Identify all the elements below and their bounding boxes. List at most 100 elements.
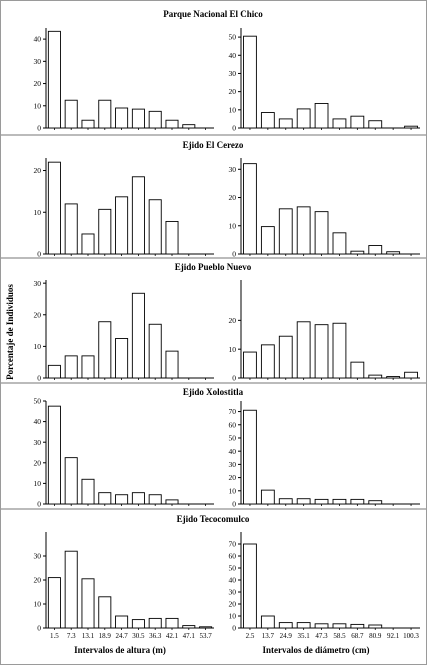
- y-tick-label: 50: [229, 434, 237, 443]
- y-tick-label: 0: [37, 500, 41, 509]
- diameter-bar: [314, 623, 329, 629]
- diameter-bar: [243, 163, 257, 255]
- diameter-bar: [350, 498, 365, 505]
- y-tick-label: 0: [232, 500, 236, 509]
- height-bar: [47, 405, 61, 505]
- x-tick-label: 1.5: [50, 632, 59, 640]
- diameter-bar: [332, 498, 347, 505]
- y-tick-label: 0: [232, 374, 236, 383]
- diameter-bar: [296, 321, 311, 379]
- y-tick-label: 30: [229, 165, 237, 174]
- y-tick-label: 30: [34, 279, 42, 288]
- height-bar: [165, 617, 179, 629]
- diameter-bar: [260, 489, 275, 505]
- diameter-bar: [260, 615, 275, 629]
- diameter-bar: [314, 211, 329, 255]
- height-bar: [148, 323, 162, 379]
- y-tick-label: 10: [229, 345, 237, 354]
- diameter-bar: [332, 623, 347, 629]
- diameter-bar: [260, 344, 275, 379]
- diameter-bar: [332, 118, 347, 129]
- y-tick-label: 0: [37, 624, 41, 633]
- y-tick-label: 20: [34, 166, 42, 175]
- y-tick-label: 10: [34, 479, 42, 488]
- height-bar: [131, 292, 145, 379]
- diameter-bar: [314, 498, 329, 505]
- height-bar: [98, 492, 112, 505]
- height-bar: [81, 233, 95, 255]
- height-bar: [131, 176, 145, 255]
- diameter-bar: [350, 250, 365, 255]
- x-axis-label-diameter: Intervalos de diámetro (cm): [262, 645, 369, 655]
- y-tick-label: 20: [34, 310, 42, 319]
- height-bar: [115, 494, 129, 505]
- y-tick-label: 30: [229, 69, 237, 78]
- y-tick-label: 0: [232, 624, 236, 633]
- diameter-bar: [350, 361, 365, 379]
- panel-title: Ejido Pueblo Nuevo: [175, 262, 252, 272]
- x-tick-label: 80.9: [369, 632, 382, 640]
- y-tick-label: 20: [229, 600, 237, 609]
- y-tick-label: 50: [34, 397, 42, 406]
- y-tick-label: 0: [37, 250, 41, 259]
- y-tick-label: 20: [229, 193, 237, 202]
- y-tick-label: 30: [34, 552, 42, 561]
- y-tick-label: 0: [232, 124, 236, 133]
- height-bar: [165, 499, 179, 505]
- diameter-bar: [243, 543, 257, 629]
- height-bar: [64, 457, 78, 505]
- y-tick-label: 10: [229, 612, 237, 621]
- y-tick-label: 10: [229, 105, 237, 114]
- diameter-bar: [386, 376, 401, 379]
- diameter-bar: [296, 498, 311, 505]
- x-tick-label: 92.1: [387, 632, 400, 640]
- y-axis-label: Porcentaje de Individuos: [5, 284, 15, 380]
- diameter-bar: [296, 206, 311, 255]
- x-tick-label: 24.9: [280, 632, 293, 640]
- y-tick-label: 30: [34, 57, 42, 66]
- height-bar: [131, 492, 145, 505]
- y-tick-label: 20: [229, 473, 237, 482]
- y-tick-label: 30: [34, 438, 42, 447]
- height-bar: [64, 550, 78, 629]
- y-tick-label: 10: [34, 101, 42, 110]
- y-tick-label: 30: [229, 588, 237, 597]
- height-bar: [165, 350, 179, 379]
- y-tick-label: 20: [229, 316, 237, 325]
- y-tick-label: 40: [34, 417, 42, 426]
- x-tick-label: 35.1: [298, 632, 311, 640]
- height-bar: [165, 220, 179, 255]
- height-bar: [98, 208, 112, 255]
- diameter-bar: [332, 232, 347, 255]
- height-bar: [148, 199, 162, 255]
- diameter-bar: [314, 102, 329, 129]
- height-bar: [148, 494, 162, 505]
- y-tick-label: 60: [229, 420, 237, 429]
- height-bar: [131, 108, 145, 129]
- diameter-bar: [243, 35, 257, 129]
- y-tick-label: 50: [229, 33, 237, 42]
- y-tick-label: 60: [229, 552, 237, 561]
- diameter-bar: [296, 108, 311, 129]
- height-bar: [64, 99, 78, 129]
- y-tick-label: 10: [229, 486, 237, 495]
- y-tick-label: 50: [229, 564, 237, 573]
- diameter-bar: [243, 409, 257, 505]
- x-tick-label: 100.3: [403, 632, 419, 640]
- height-bar: [148, 110, 162, 129]
- x-tick-label: 53.7: [199, 632, 212, 640]
- height-bar: [47, 577, 61, 629]
- x-tick-label: 13.7: [262, 632, 275, 640]
- y-tick-label: 20: [229, 87, 237, 96]
- diameter-bar: [296, 622, 311, 629]
- height-bar: [98, 321, 112, 379]
- x-tick-label: 13.1: [82, 632, 95, 640]
- height-bar: [81, 119, 95, 129]
- x-tick-label: 68.7: [351, 632, 364, 640]
- height-bar: [47, 364, 61, 379]
- y-tick-label: 0: [37, 374, 41, 383]
- y-tick-label: 0: [37, 124, 41, 133]
- diameter-bar: [278, 498, 293, 505]
